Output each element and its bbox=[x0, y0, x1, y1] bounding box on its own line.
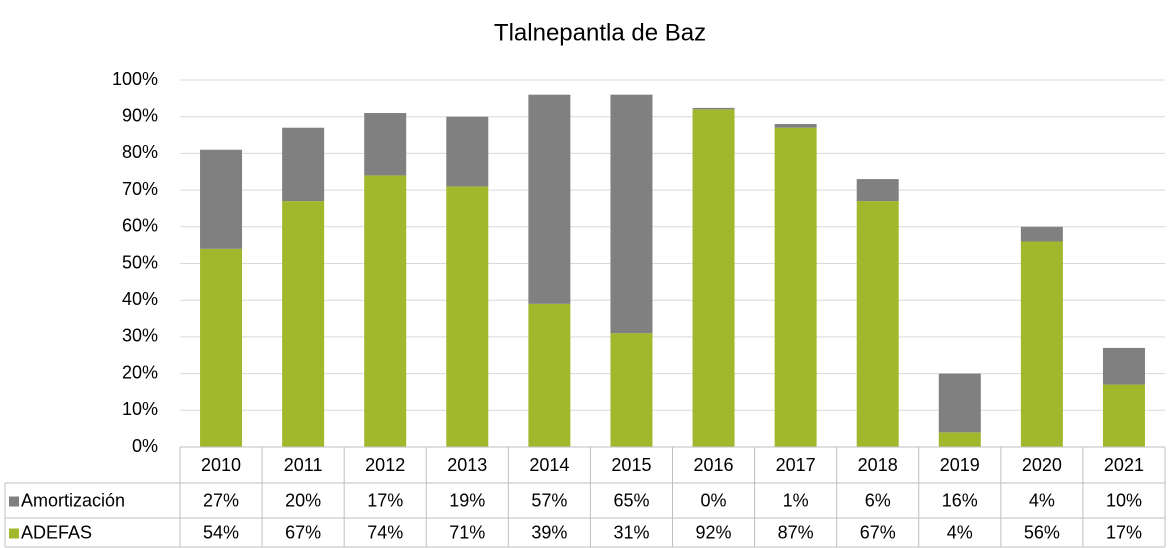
x-tick-label: 2020 bbox=[1022, 455, 1062, 475]
data-label: 19% bbox=[449, 490, 485, 510]
y-tick-label: 70% bbox=[122, 179, 158, 199]
y-tick-label: 60% bbox=[122, 216, 158, 236]
bar-segment bbox=[282, 201, 325, 447]
bar-segment bbox=[364, 113, 407, 176]
legend-swatch bbox=[9, 496, 19, 507]
x-tick-label: 2014 bbox=[529, 455, 569, 475]
data-label: 65% bbox=[613, 490, 649, 510]
y-tick-label: 0% bbox=[132, 436, 158, 456]
bar-segment bbox=[528, 303, 571, 447]
bar-segment bbox=[774, 124, 817, 128]
x-tick-label: 2015 bbox=[611, 455, 651, 475]
data-label: 92% bbox=[696, 522, 732, 542]
data-label: 6% bbox=[865, 490, 891, 510]
data-label: 31% bbox=[613, 522, 649, 542]
bar-segment bbox=[1020, 241, 1063, 447]
bar-segment bbox=[446, 186, 489, 447]
x-tick-label: 2010 bbox=[201, 455, 241, 475]
bar-segment bbox=[364, 175, 407, 448]
bar-segment bbox=[1020, 226, 1063, 242]
bar-segment bbox=[446, 116, 489, 187]
data-label: 0% bbox=[701, 490, 727, 510]
y-tick-label: 10% bbox=[122, 399, 158, 419]
data-label: 67% bbox=[285, 522, 321, 542]
data-label: 74% bbox=[367, 522, 403, 542]
bar-segment bbox=[200, 248, 243, 447]
x-tick-label: 2012 bbox=[365, 455, 405, 475]
x-tick-label: 2019 bbox=[940, 455, 980, 475]
x-tick-label: 2016 bbox=[694, 455, 734, 475]
y-tick-label: 80% bbox=[122, 142, 158, 162]
bar-segment bbox=[774, 127, 817, 448]
bar-segment bbox=[610, 333, 653, 447]
x-tick-label: 2021 bbox=[1104, 455, 1144, 475]
data-label: 16% bbox=[942, 490, 978, 510]
data-label: 20% bbox=[285, 490, 321, 510]
y-tick-label: 30% bbox=[122, 326, 158, 346]
data-label: 27% bbox=[203, 490, 239, 510]
chart-title: Tlalnepantla de Baz bbox=[494, 19, 706, 46]
bar-segment bbox=[1102, 347, 1145, 385]
x-tick-label: 2013 bbox=[447, 455, 487, 475]
data-label: 17% bbox=[1106, 522, 1142, 542]
bar-segment bbox=[282, 127, 325, 202]
data-label: 39% bbox=[531, 522, 567, 542]
bar-segment bbox=[856, 179, 899, 202]
bar-segment bbox=[856, 201, 899, 447]
legend-swatch bbox=[9, 528, 19, 539]
legend-label: ADEFAS bbox=[21, 522, 92, 542]
x-tick-label: 2018 bbox=[858, 455, 898, 475]
data-label: 87% bbox=[778, 522, 814, 542]
y-tick-label: 100% bbox=[112, 69, 158, 89]
bar-segment bbox=[1102, 384, 1145, 447]
bar-segment bbox=[692, 109, 735, 448]
data-label: 71% bbox=[449, 522, 485, 542]
y-tick-label: 40% bbox=[122, 289, 158, 309]
bar-segment bbox=[610, 94, 653, 334]
data-label: 54% bbox=[203, 522, 239, 542]
bar-segment bbox=[938, 432, 981, 447]
bar-segment bbox=[692, 107, 735, 110]
data-label: 4% bbox=[947, 522, 973, 542]
y-tick-label: 20% bbox=[122, 362, 158, 382]
bar-segment bbox=[938, 373, 981, 433]
y-tick-label: 50% bbox=[122, 252, 158, 272]
data-label: 10% bbox=[1106, 490, 1142, 510]
data-label: 67% bbox=[860, 522, 896, 542]
bar-segment bbox=[200, 149, 243, 249]
data-label: 57% bbox=[531, 490, 567, 510]
x-tick-label: 2011 bbox=[284, 455, 323, 475]
data-label: 17% bbox=[367, 490, 403, 510]
legend-label: Amortización bbox=[21, 490, 125, 510]
data-label: 56% bbox=[1024, 522, 1060, 542]
data-label: 1% bbox=[783, 490, 809, 510]
y-tick-label: 90% bbox=[122, 105, 158, 125]
bar-segment bbox=[528, 94, 571, 304]
data-label: 4% bbox=[1029, 490, 1055, 510]
x-tick-label: 2017 bbox=[776, 455, 816, 475]
